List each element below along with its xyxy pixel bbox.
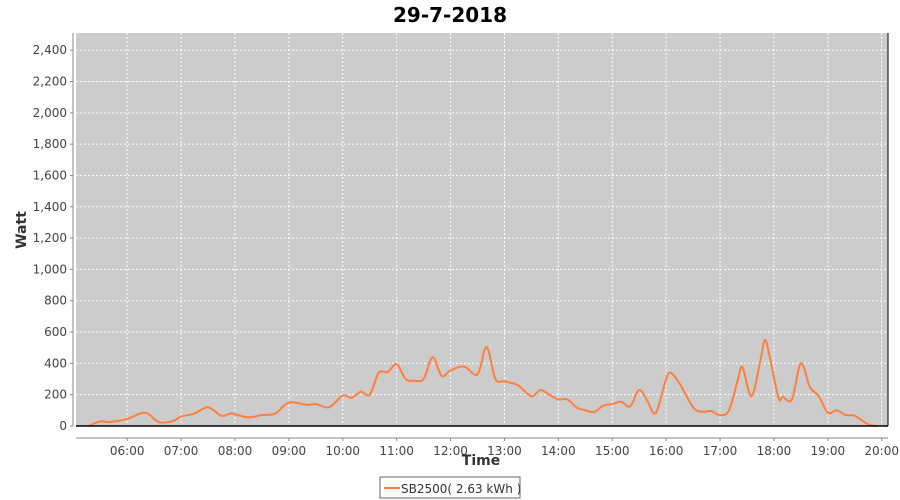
x-axis: 06:00 07:00 08:00 09:00 10:00 11:00 12:00 13:00… bbox=[76, 437, 899, 458]
y-tick-label: 800 bbox=[44, 294, 67, 308]
x-tick-label: 08:00 bbox=[218, 444, 253, 458]
x-tick-label: 16:00 bbox=[649, 444, 684, 458]
y-tick-label: 2,000 bbox=[33, 106, 67, 120]
x-tick-label: 07:00 bbox=[164, 444, 199, 458]
plot-area bbox=[76, 33, 888, 426]
y-tick-label: 1,000 bbox=[33, 262, 67, 276]
x-tick-label: 20:00 bbox=[864, 444, 899, 458]
y-tick-label: 400 bbox=[44, 356, 67, 370]
y-tick-label: 200 bbox=[44, 388, 67, 402]
x-axis-label: Time bbox=[462, 453, 500, 469]
y-tick-label: 2,200 bbox=[33, 75, 67, 89]
y-tick-label: 1,400 bbox=[33, 200, 67, 214]
x-tick-label: 17:00 bbox=[703, 444, 738, 458]
y-tick-label: 1,200 bbox=[33, 231, 67, 245]
legend-box bbox=[379, 476, 521, 499]
series-line-sb2500 bbox=[88, 338, 878, 427]
x-tick-label: 11:00 bbox=[379, 444, 414, 458]
legend: SB2500( 2.63 kWh ) bbox=[379, 476, 521, 499]
x-tick-label: 15:00 bbox=[595, 444, 630, 458]
y-tick-label: 1,800 bbox=[33, 137, 67, 151]
y-tick-label: 600 bbox=[44, 325, 67, 339]
y-axis-label: Watt bbox=[14, 211, 30, 249]
y-axis: 0 200 400 600 800 1,000 1,200 1,400 1,600 1,800 2,… bbox=[33, 33, 74, 433]
y-tick-label: 2,400 bbox=[33, 43, 67, 57]
x-tick-label: 14:00 bbox=[541, 444, 576, 458]
y-tick-label: 0 bbox=[59, 419, 67, 433]
x-tick-label: 09:00 bbox=[272, 444, 307, 458]
grid bbox=[76, 33, 888, 426]
chart-title: 29-7-2018 bbox=[393, 3, 507, 27]
x-tick-label: 10:00 bbox=[325, 444, 360, 458]
x-tick-label: 13:00 bbox=[487, 444, 522, 458]
legend-label: SB2500( 2.63 kWh ) bbox=[401, 482, 521, 496]
x-tick-label: 19:00 bbox=[811, 444, 846, 458]
x-tick-label: 12:00 bbox=[433, 444, 468, 458]
y-tick-label: 1,600 bbox=[33, 168, 67, 182]
x-tick-label: 06:00 bbox=[110, 444, 145, 458]
x-tick-label: 18:00 bbox=[757, 444, 792, 458]
